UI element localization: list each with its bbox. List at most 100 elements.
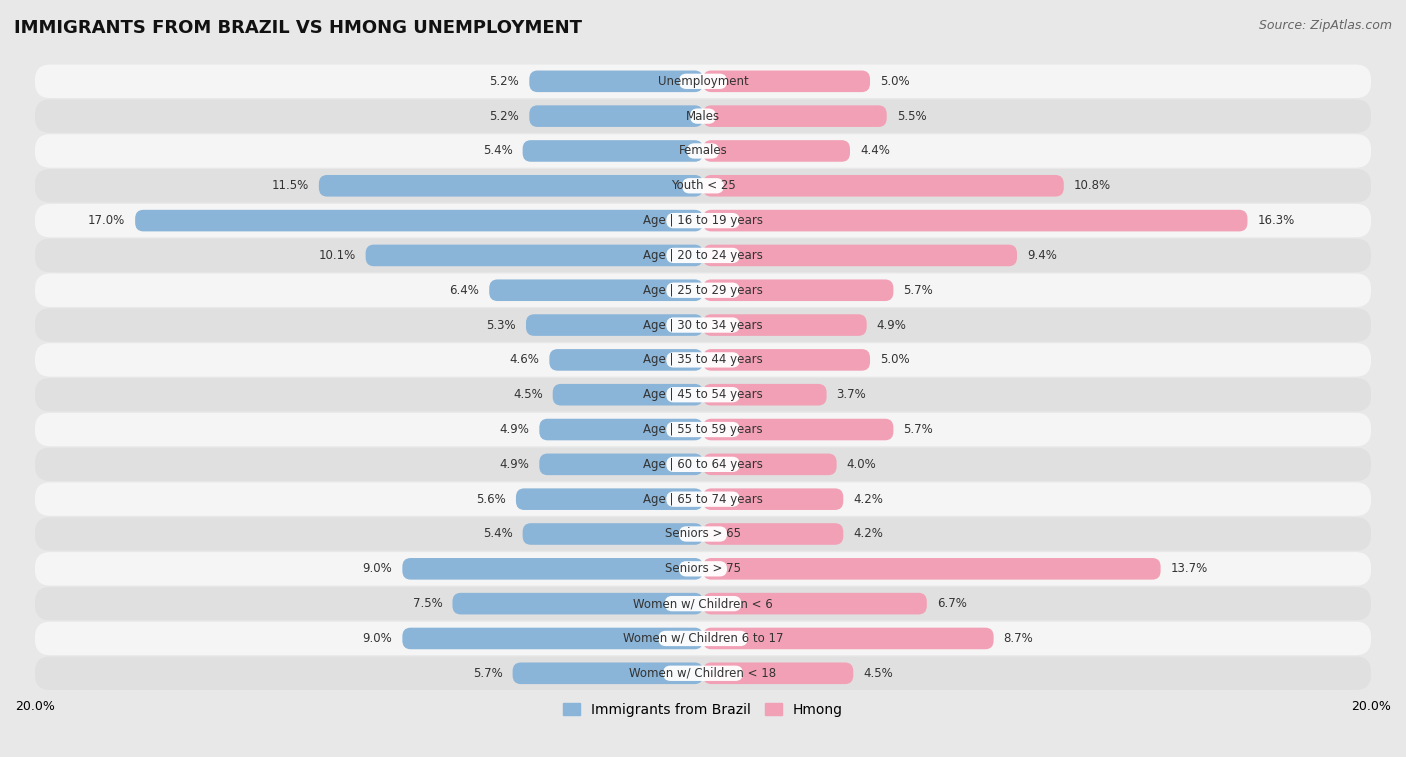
Text: 8.7%: 8.7% xyxy=(1004,632,1033,645)
FancyBboxPatch shape xyxy=(35,273,1371,307)
FancyBboxPatch shape xyxy=(319,175,703,197)
FancyBboxPatch shape xyxy=(402,558,703,580)
FancyBboxPatch shape xyxy=(35,204,1371,237)
Text: 6.4%: 6.4% xyxy=(450,284,479,297)
FancyBboxPatch shape xyxy=(35,587,1371,620)
FancyBboxPatch shape xyxy=(402,628,703,650)
Text: 5.6%: 5.6% xyxy=(477,493,506,506)
FancyBboxPatch shape xyxy=(666,422,740,438)
FancyBboxPatch shape xyxy=(666,456,740,472)
FancyBboxPatch shape xyxy=(679,73,727,89)
Text: Age | 55 to 59 years: Age | 55 to 59 years xyxy=(643,423,763,436)
FancyBboxPatch shape xyxy=(688,143,718,159)
FancyBboxPatch shape xyxy=(703,523,844,545)
FancyBboxPatch shape xyxy=(703,175,1064,197)
FancyBboxPatch shape xyxy=(666,282,740,298)
FancyBboxPatch shape xyxy=(35,308,1371,341)
FancyBboxPatch shape xyxy=(703,140,851,162)
Text: Age | 20 to 24 years: Age | 20 to 24 years xyxy=(643,249,763,262)
FancyBboxPatch shape xyxy=(679,526,727,542)
FancyBboxPatch shape xyxy=(703,349,870,371)
FancyBboxPatch shape xyxy=(35,482,1371,516)
FancyBboxPatch shape xyxy=(529,105,703,127)
FancyBboxPatch shape xyxy=(664,665,742,681)
Text: 4.9%: 4.9% xyxy=(877,319,907,332)
Text: Unemployment: Unemployment xyxy=(658,75,748,88)
FancyBboxPatch shape xyxy=(453,593,703,615)
FancyBboxPatch shape xyxy=(703,662,853,684)
FancyBboxPatch shape xyxy=(35,413,1371,446)
FancyBboxPatch shape xyxy=(35,552,1371,585)
FancyBboxPatch shape xyxy=(550,349,703,371)
FancyBboxPatch shape xyxy=(666,248,740,263)
FancyBboxPatch shape xyxy=(35,447,1371,481)
Text: Source: ZipAtlas.com: Source: ZipAtlas.com xyxy=(1258,19,1392,32)
FancyBboxPatch shape xyxy=(703,593,927,615)
Text: Age | 35 to 44 years: Age | 35 to 44 years xyxy=(643,354,763,366)
FancyBboxPatch shape xyxy=(666,213,740,229)
Text: Age | 65 to 74 years: Age | 65 to 74 years xyxy=(643,493,763,506)
FancyBboxPatch shape xyxy=(516,488,703,510)
FancyBboxPatch shape xyxy=(703,628,994,650)
Text: 5.4%: 5.4% xyxy=(482,145,513,157)
FancyBboxPatch shape xyxy=(553,384,703,406)
FancyBboxPatch shape xyxy=(703,488,844,510)
FancyBboxPatch shape xyxy=(489,279,703,301)
Text: 5.2%: 5.2% xyxy=(489,75,519,88)
FancyBboxPatch shape xyxy=(135,210,703,232)
Text: Females: Females xyxy=(679,145,727,157)
Text: 5.5%: 5.5% xyxy=(897,110,927,123)
Text: Seniors > 65: Seniors > 65 xyxy=(665,528,741,540)
FancyBboxPatch shape xyxy=(540,453,703,475)
Text: 4.5%: 4.5% xyxy=(863,667,893,680)
Text: 5.4%: 5.4% xyxy=(482,528,513,540)
Text: 4.9%: 4.9% xyxy=(499,423,529,436)
FancyBboxPatch shape xyxy=(666,352,740,368)
FancyBboxPatch shape xyxy=(35,656,1371,690)
FancyBboxPatch shape xyxy=(523,523,703,545)
FancyBboxPatch shape xyxy=(703,245,1017,266)
FancyBboxPatch shape xyxy=(703,210,1247,232)
FancyBboxPatch shape xyxy=(35,238,1371,272)
FancyBboxPatch shape xyxy=(665,596,741,612)
Text: Age | 30 to 34 years: Age | 30 to 34 years xyxy=(643,319,763,332)
Text: 10.1%: 10.1% xyxy=(318,249,356,262)
Text: Women w/ Children 6 to 17: Women w/ Children 6 to 17 xyxy=(623,632,783,645)
Text: 10.8%: 10.8% xyxy=(1074,179,1111,192)
Text: 4.2%: 4.2% xyxy=(853,493,883,506)
Text: 5.0%: 5.0% xyxy=(880,75,910,88)
FancyBboxPatch shape xyxy=(679,561,727,577)
FancyBboxPatch shape xyxy=(526,314,703,336)
Text: Women w/ Children < 18: Women w/ Children < 18 xyxy=(630,667,776,680)
FancyBboxPatch shape xyxy=(690,108,716,124)
Text: 4.9%: 4.9% xyxy=(499,458,529,471)
Legend: Immigrants from Brazil, Hmong: Immigrants from Brazil, Hmong xyxy=(558,697,848,722)
FancyBboxPatch shape xyxy=(35,621,1371,655)
Text: Age | 45 to 54 years: Age | 45 to 54 years xyxy=(643,388,763,401)
FancyBboxPatch shape xyxy=(703,105,887,127)
Text: 4.4%: 4.4% xyxy=(860,145,890,157)
FancyBboxPatch shape xyxy=(35,517,1371,550)
Text: Males: Males xyxy=(686,110,720,123)
Text: 3.7%: 3.7% xyxy=(837,388,866,401)
FancyBboxPatch shape xyxy=(703,70,870,92)
Text: 5.7%: 5.7% xyxy=(472,667,502,680)
FancyBboxPatch shape xyxy=(703,558,1160,580)
FancyBboxPatch shape xyxy=(523,140,703,162)
FancyBboxPatch shape xyxy=(703,384,827,406)
FancyBboxPatch shape xyxy=(35,378,1371,411)
FancyBboxPatch shape xyxy=(366,245,703,266)
Text: 4.5%: 4.5% xyxy=(513,388,543,401)
FancyBboxPatch shape xyxy=(666,387,740,403)
FancyBboxPatch shape xyxy=(35,99,1371,132)
FancyBboxPatch shape xyxy=(703,279,893,301)
FancyBboxPatch shape xyxy=(682,178,724,194)
Text: 5.7%: 5.7% xyxy=(904,423,934,436)
Text: 11.5%: 11.5% xyxy=(271,179,309,192)
FancyBboxPatch shape xyxy=(540,419,703,441)
FancyBboxPatch shape xyxy=(35,64,1371,98)
FancyBboxPatch shape xyxy=(35,343,1371,376)
Text: 6.7%: 6.7% xyxy=(936,597,967,610)
Text: 5.2%: 5.2% xyxy=(489,110,519,123)
Text: Women w/ Children < 6: Women w/ Children < 6 xyxy=(633,597,773,610)
